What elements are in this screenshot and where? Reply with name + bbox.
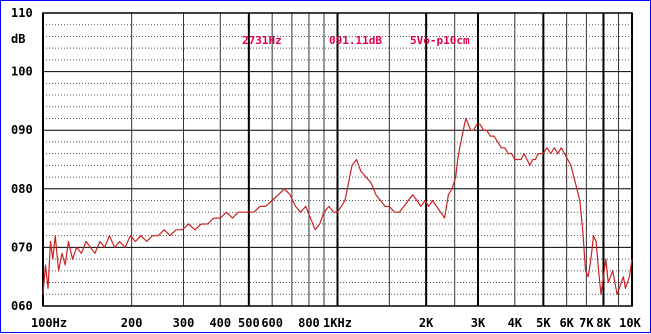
x-tick-label: 7K [579, 316, 594, 330]
x-tick-labels: 100Hz 200 300 400 500 600 800 1KHz 2K 3K 4K 5K 6K 7K 8… [31, 316, 642, 330]
y-axis-label: dB [11, 32, 25, 46]
x-tick-label: 3K [471, 316, 486, 330]
x-tick-label: 500 [238, 316, 260, 330]
x-tick-label: 4K [508, 316, 523, 330]
y-tick-label: 090 [11, 123, 33, 137]
y-tick-labels: 110 100 090 080 070 060 [11, 6, 33, 313]
x-tick-label: 300 [173, 316, 195, 330]
series-layer [42, 117, 633, 295]
x-tick-label: 600 [261, 316, 283, 330]
series-line [42, 117, 633, 295]
y-tick-label: 060 [11, 299, 33, 313]
x-tick-label: 5K [536, 316, 551, 330]
x-tick-label: 8K [596, 316, 611, 330]
annotation-condition: 5Vo-p10cm [410, 34, 470, 47]
plot-border [42, 12, 633, 307]
y-tick-label: 080 [11, 182, 33, 196]
x-tick-label: 200 [121, 316, 143, 330]
x-tick-label: 6K [559, 316, 574, 330]
annotation-frequency: 2731Hz [242, 34, 282, 47]
x-tick-label: 2K [419, 316, 434, 330]
x-tick-label: 100Hz [31, 316, 67, 330]
y-tick-label: 070 [11, 240, 33, 254]
annotation-level: 091.11dB [329, 34, 382, 47]
x-tick-label: 10K [619, 316, 641, 330]
x-tick-label: 1KHz [323, 316, 352, 330]
y-tick-label: 100 [11, 65, 33, 79]
x-tick-label: 400 [209, 316, 231, 330]
y-tick-label: 110 [11, 6, 33, 20]
x-tick-label: 800 [298, 316, 320, 330]
